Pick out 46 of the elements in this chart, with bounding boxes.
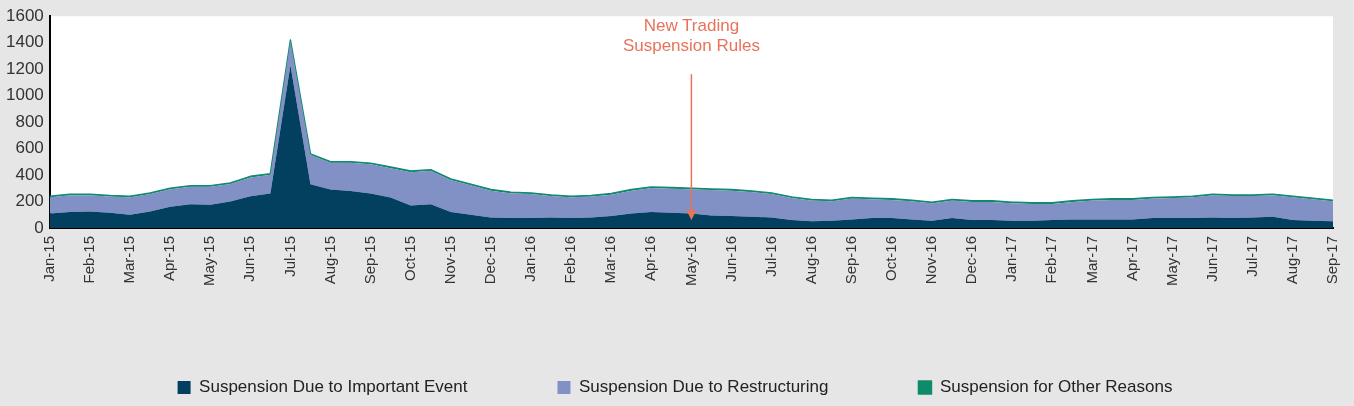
x-tick-label: Sep-15 bbox=[360, 235, 378, 285]
x-tick-label: Apr-15 bbox=[160, 235, 178, 282]
y-tick-label: 800 bbox=[15, 111, 44, 131]
x-tick-label: Sep-17 bbox=[1323, 235, 1341, 285]
x-tick-label: Aug-15 bbox=[320, 235, 338, 285]
x-tick-label: Aug-16 bbox=[801, 235, 819, 285]
x-tick-label: Jun-16 bbox=[721, 235, 739, 282]
x-tick-label: Jun-17 bbox=[1202, 235, 1220, 282]
x-tick-label: Oct-15 bbox=[400, 235, 418, 281]
x-tick-label: May-17 bbox=[1162, 235, 1180, 287]
x-tick-label: Jan-17 bbox=[1002, 235, 1020, 282]
y-tick-label: 0 bbox=[34, 217, 44, 237]
x-tick-label: Jul-15 bbox=[280, 235, 298, 277]
x-tick-label: Feb-15 bbox=[80, 235, 98, 284]
x-tick-label: Apr-17 bbox=[1122, 235, 1140, 282]
y-tick-label: 600 bbox=[15, 138, 44, 158]
annotation: New Trading Suspension Rules bbox=[622, 16, 760, 56]
x-tick-label: Mar-17 bbox=[1082, 235, 1100, 284]
x-tick-label: Jan-16 bbox=[521, 235, 539, 282]
x-tick-label: Oct-16 bbox=[882, 235, 900, 281]
y-tick-label: 1400 bbox=[5, 32, 44, 52]
y-tick-label: 1600 bbox=[5, 5, 44, 25]
x-tick-label: Aug-17 bbox=[1283, 235, 1301, 285]
x-tick-label: Mar-16 bbox=[601, 235, 619, 284]
x-tick-label: Jun-15 bbox=[240, 235, 258, 282]
legend-label: Suspension for Other Reasons bbox=[939, 377, 1173, 397]
x-tick-label: Feb-16 bbox=[561, 235, 579, 284]
y-tick-label: 400 bbox=[15, 164, 44, 184]
x-tick-label: Dec-15 bbox=[481, 235, 499, 285]
y-tick-label: 1200 bbox=[5, 58, 44, 78]
x-tick-label: Jul-16 bbox=[761, 235, 779, 277]
x-tick-label: May-16 bbox=[681, 235, 699, 287]
y-tick-label: 1000 bbox=[5, 85, 44, 105]
legend-label: Suspension Due to Important Event bbox=[199, 377, 468, 397]
x-tick-label: Jan-15 bbox=[39, 235, 57, 282]
x-tick-label: Dec-16 bbox=[962, 235, 980, 285]
x-tick-label: Apr-16 bbox=[641, 235, 659, 282]
x-tick-label: Sep-16 bbox=[841, 235, 859, 285]
y-tick-label: 200 bbox=[15, 191, 44, 211]
x-tick-label: Nov-16 bbox=[922, 235, 940, 285]
x-tick-label: Feb-17 bbox=[1042, 235, 1060, 284]
x-tick-label: Nov-15 bbox=[440, 235, 458, 285]
x-tick-label: May-15 bbox=[200, 235, 218, 287]
x-tick-label: Mar-15 bbox=[120, 235, 138, 284]
legend-label: Suspension Due to Restructuring bbox=[578, 377, 829, 397]
x-tick-label: Jul-17 bbox=[1242, 235, 1260, 277]
